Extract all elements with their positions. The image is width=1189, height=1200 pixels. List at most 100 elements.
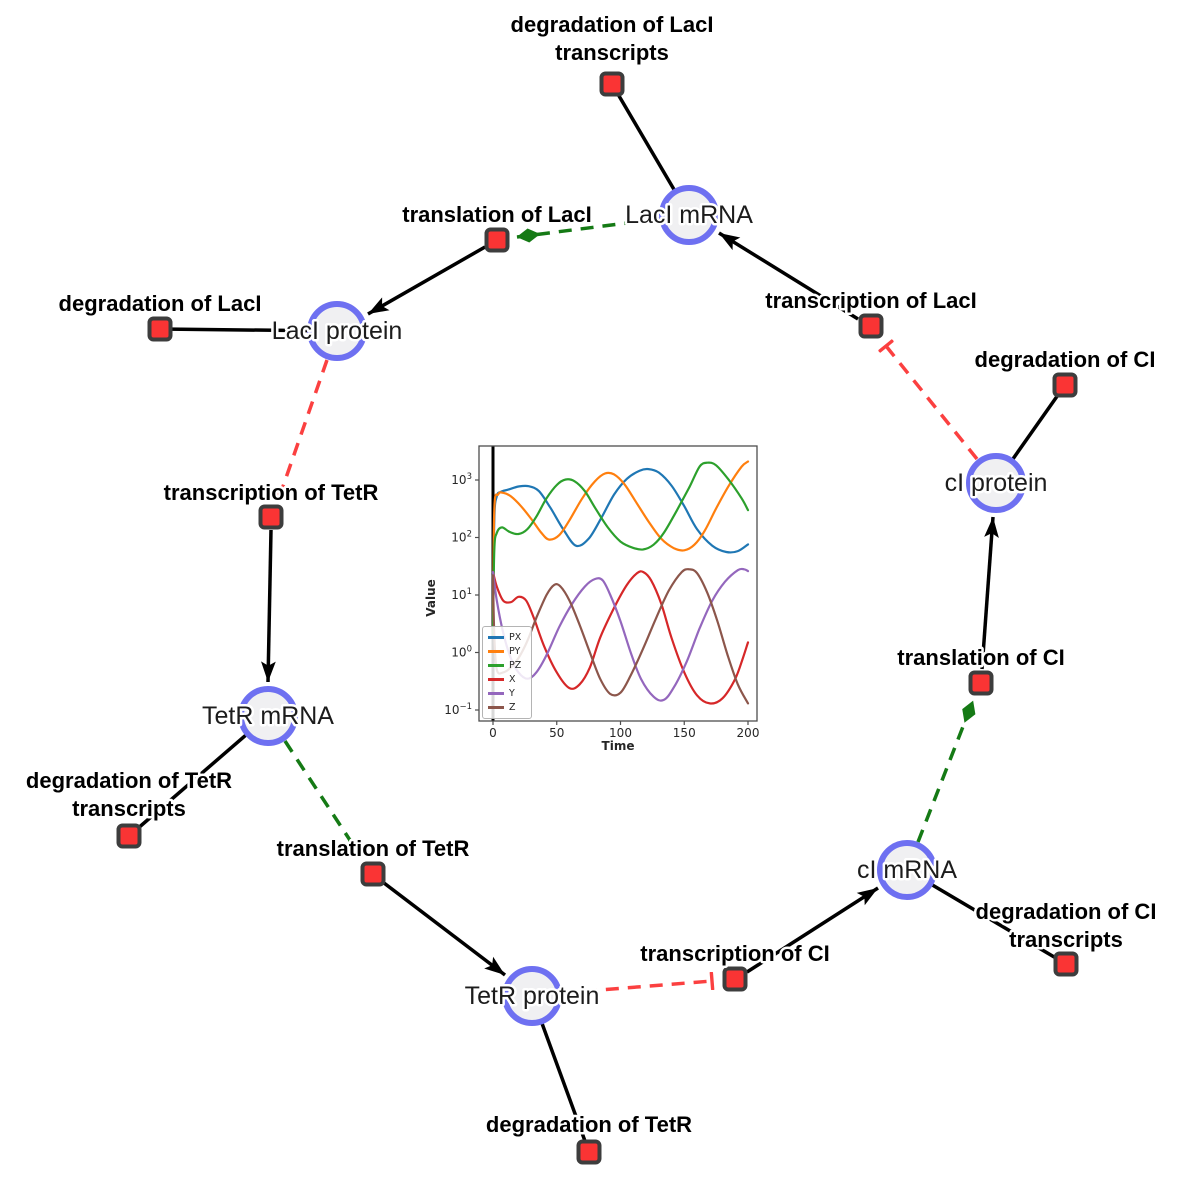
label-degradation-ci-transcripts-2: transcripts <box>1009 927 1123 952</box>
edge-laciprotein-inhibits-transcription-tetr <box>280 359 329 495</box>
node-degradation-laci[interactable] <box>147 316 173 342</box>
legend-entry-PX: PX <box>488 631 526 644</box>
legend-label: Z <box>509 701 516 713</box>
y-tick-label: 10−1 <box>444 702 472 717</box>
node-transcription-laci[interactable] <box>858 313 884 339</box>
edge-translation-tetr-to-protein <box>382 881 507 977</box>
curve-PY <box>491 460 750 637</box>
node-laci-mrna[interactable] <box>659 185 719 245</box>
edge-ciprotein-inhibits-transcription-laci <box>886 346 979 461</box>
label-degradation-tetr-transcripts-1: degradation of TetR <box>26 768 232 793</box>
y-axis-label: Value <box>425 579 438 617</box>
reaction-labels: degradation of LacI transcripts translat… <box>23 10 1159 1140</box>
inset-chart: 0 50 100 150 200 10−1 100 101 102 103 Time Value … <box>425 438 770 760</box>
legend-entry-PZ: PZ <box>488 659 526 672</box>
legend-entry-Z: Z <box>488 701 526 714</box>
node-transcription-ci[interactable] <box>722 966 748 992</box>
node-translation-tetr[interactable] <box>360 861 386 887</box>
label-transcription-laci: transcription of LacI <box>765 288 976 313</box>
node-ci-mrna[interactable] <box>877 840 937 900</box>
label-transcription-ci: transcription of CI <box>640 941 829 966</box>
label-ci-protein: cI protein <box>945 469 1048 497</box>
label-degradation-ci: degradation of CI <box>975 347 1156 372</box>
node-translation-laci[interactable] <box>484 227 510 253</box>
edge-transcription-tetr-to-mrna <box>261 529 276 683</box>
edge-transcription-ci-to-mrna <box>746 886 879 974</box>
y-tick-label: 102 <box>451 530 472 545</box>
curve-PX <box>491 467 750 637</box>
node-degradation-ci[interactable] <box>1052 372 1078 398</box>
label-laci-mrna: LacI mRNA <box>625 201 753 229</box>
node-degradation-tetr-transcripts[interactable] <box>116 823 142 849</box>
y-tick-label: 101 <box>451 587 472 602</box>
node-translation-ci[interactable] <box>968 670 994 696</box>
label-degradation-laci-transcripts-2: transcripts <box>555 40 669 65</box>
reaction-nodes <box>116 71 1079 1165</box>
node-degradation-laci-transcripts[interactable] <box>599 71 625 97</box>
chart-legend: PX PY PZ X Y Z <box>482 626 532 719</box>
node-ci-protein[interactable] <box>966 453 1026 513</box>
legend-swatch-PY <box>488 650 504 653</box>
x-axis-label: Time <box>602 739 635 753</box>
label-degradation-laci: degradation of LacI <box>59 291 262 316</box>
species-labels: LacI mRNA LacI protein TetR mRNA TetR pr… <box>200 199 1050 1013</box>
legend-entry-Y: Y <box>488 687 526 700</box>
edge-transcription-laci-to-mrna <box>718 231 859 321</box>
label-transcription-tetr: transcription of TetR <box>164 480 379 505</box>
label-tetr-protein: TetR protein <box>465 982 600 1010</box>
legend-entry-PY: PY <box>488 645 526 658</box>
inhibition-edges <box>280 346 979 995</box>
edge-translation-ci-to-protein <box>980 516 999 670</box>
edge-translation-laci-to-protein <box>367 245 486 316</box>
legend-label: Y <box>509 687 515 699</box>
edge-cimrna-mod-translation <box>916 700 976 843</box>
node-transcription-tetr[interactable] <box>258 504 284 530</box>
label-degradation-laci-transcripts-1: degradation of LacI <box>511 12 714 37</box>
curve-X <box>491 570 750 705</box>
node-tetr-protein[interactable] <box>502 966 562 1026</box>
legend-label: PY <box>509 645 521 657</box>
legend-label: X <box>509 673 516 685</box>
legend-label: PX <box>509 631 522 643</box>
x-tick-label: 50 <box>549 726 564 740</box>
label-laci-protein: LacI protein <box>272 317 403 345</box>
label-degradation-tetr: degradation of TetR <box>486 1112 692 1137</box>
x-tick-label: 0 <box>489 726 497 740</box>
label-translation-ci: translation of CI <box>897 645 1064 670</box>
edge-tetrmrna-deg-transcripts <box>127 714 270 838</box>
label-tetr-mrna: TetR mRNA <box>202 702 334 730</box>
node-tetr-mrna[interactable] <box>238 686 298 746</box>
legend-entry-X: X <box>488 673 526 686</box>
node-laci-protein[interactable] <box>307 301 367 361</box>
legend-swatch-X <box>488 678 504 681</box>
production-edges <box>261 231 999 977</box>
legend-label: PZ <box>509 659 522 671</box>
legend-swatch-PX <box>488 636 504 639</box>
label-translation-laci: translation of LacI <box>402 202 591 227</box>
x-tick-label: 100 <box>609 726 632 740</box>
node-degradation-ci-transcripts[interactable] <box>1053 951 1079 977</box>
x-tick-label: 150 <box>673 726 696 740</box>
legend-swatch-PZ <box>488 664 504 667</box>
label-degradation-tetr-transcripts-2: transcripts <box>72 796 186 821</box>
edge-tetrmrna-mod-translation <box>283 740 363 858</box>
label-ci-mrna: cI mRNA <box>857 856 957 884</box>
y-tick-label: 100 <box>451 645 472 660</box>
species-nodes <box>238 185 1026 1026</box>
curve-PZ <box>491 461 750 637</box>
label-degradation-ci-transcripts-1: degradation of CI <box>976 899 1157 924</box>
y-tick-label: 103 <box>451 472 472 487</box>
plot-area-border <box>478 445 758 722</box>
legend-swatch-Y <box>488 692 504 695</box>
node-degradation-tetr[interactable] <box>576 1139 602 1165</box>
modifier-edges <box>283 217 976 858</box>
edge-cimrna-deg-transcripts <box>906 868 1067 966</box>
x-tick-label: 200 <box>737 726 760 740</box>
edge-lacimrna-mod-translation <box>516 217 660 243</box>
legend-swatch-Z <box>488 706 504 709</box>
chart-svg: 0 50 100 150 200 10−1 100 101 102 103 Time Value <box>425 445 760 753</box>
label-translation-tetr: translation of TetR <box>277 836 470 861</box>
edge-tetrprotein-inhibits-transcription-ci <box>561 981 712 995</box>
